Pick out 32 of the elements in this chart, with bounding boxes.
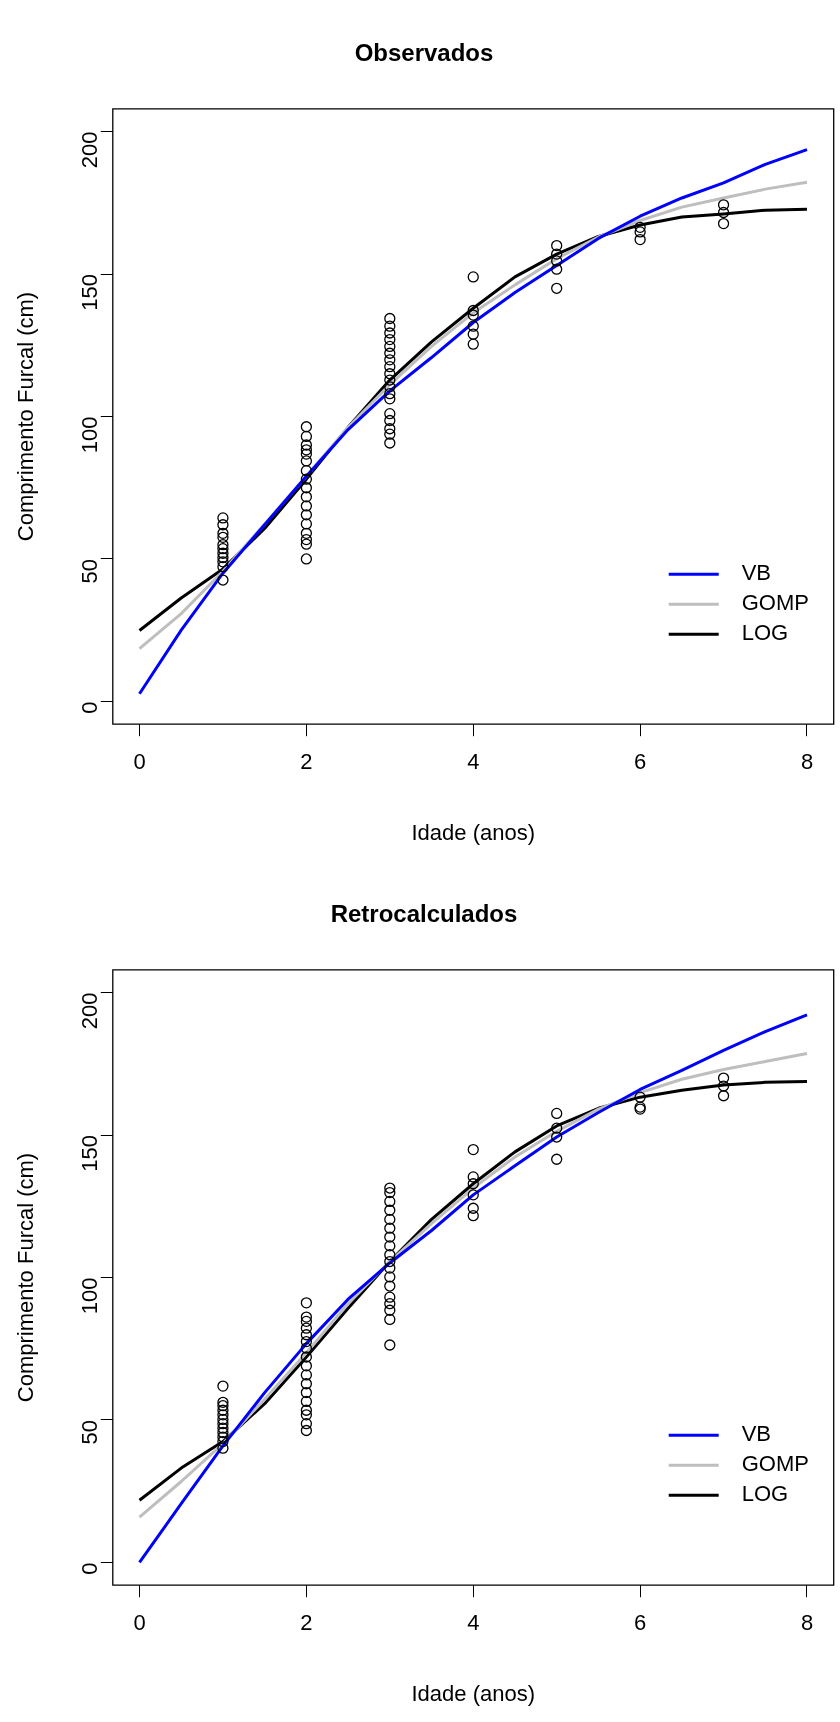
- x-tick-label: 6: [634, 749, 647, 775]
- x-tick-label: 4: [467, 1610, 480, 1636]
- y-axis-title: Comprimento Furcal (cm): [13, 1152, 39, 1403]
- x-tick-label: 2: [300, 1610, 313, 1636]
- y-tick-label: 100: [76, 416, 102, 454]
- y-tick-label: 200: [76, 992, 102, 1030]
- legend-label: LOG: [741, 620, 789, 646]
- x-tick-label: 6: [634, 1610, 647, 1636]
- y-tick-label: 50: [76, 558, 102, 584]
- legend-label: VB: [741, 1421, 772, 1447]
- y-axis-title: Comprimento Furcal (cm): [13, 291, 39, 542]
- x-tick-label: 8: [800, 1610, 814, 1636]
- y-tick-label: 150: [76, 1135, 102, 1172]
- chart-title: Retrocalculados: [330, 900, 518, 928]
- chart-title: Observados: [354, 39, 494, 67]
- y-tick-label: 150: [76, 274, 102, 311]
- x-tick-label: 0: [133, 749, 146, 775]
- x-axis-title: Idade (anos): [411, 819, 536, 845]
- legend-label: GOMP: [741, 590, 809, 616]
- x-tick-label: 2: [300, 749, 313, 775]
- x-axis-title: Idade (anos): [411, 1680, 536, 1706]
- x-tick-label: 8: [800, 749, 814, 775]
- y-tick-label: 200: [76, 131, 102, 169]
- legend-label: VB: [741, 560, 772, 586]
- x-tick-label: 4: [467, 749, 480, 775]
- legend-label: GOMP: [741, 1451, 809, 1477]
- y-tick-label: 50: [76, 1419, 102, 1445]
- y-tick-label: 100: [76, 1277, 102, 1315]
- y-tick-label: 0: [76, 1562, 102, 1575]
- y-tick-label: 0: [76, 701, 102, 714]
- legend-label: LOG: [741, 1481, 789, 1507]
- x-tick-label: 0: [133, 1610, 146, 1636]
